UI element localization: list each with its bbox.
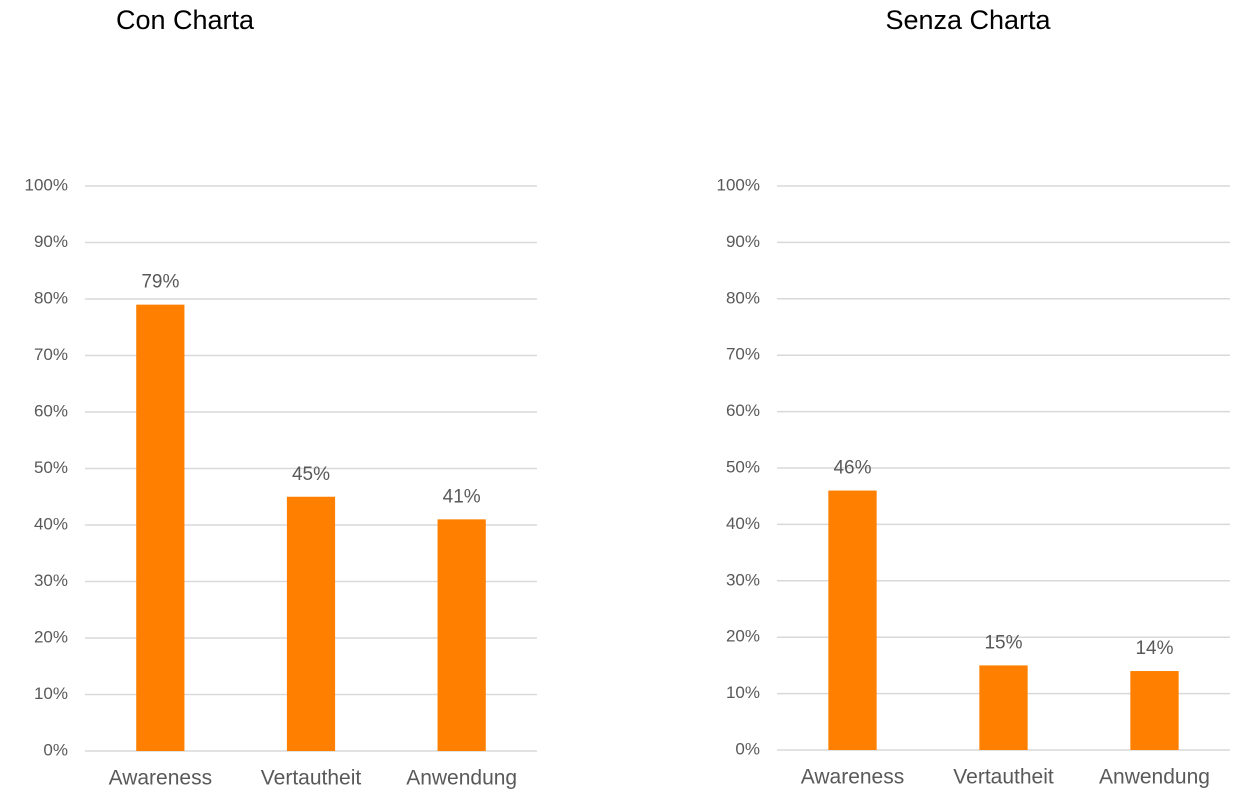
value-label: 79% xyxy=(141,272,179,293)
x-tick-label: Anwendung xyxy=(1099,766,1210,789)
x-tick-label: Vertautheit xyxy=(953,766,1054,789)
bar xyxy=(437,519,486,751)
y-tick-label: 80% xyxy=(34,288,68,307)
bar xyxy=(828,490,877,750)
x-tick-label: Awareness xyxy=(109,767,213,790)
x-tick-label: Anwendung xyxy=(406,767,517,790)
y-tick-label: 20% xyxy=(726,627,760,646)
bar xyxy=(1130,671,1179,750)
value-label: 45% xyxy=(292,464,330,485)
bar xyxy=(979,665,1028,750)
value-label: 46% xyxy=(833,458,871,479)
chart-title: Con Charta xyxy=(116,5,255,35)
bar xyxy=(286,496,336,751)
x-tick-label: Awareness xyxy=(801,766,905,789)
y-tick-label: 30% xyxy=(34,571,68,590)
y-tick-label: 10% xyxy=(34,684,68,703)
y-tick-label: 80% xyxy=(726,288,760,307)
y-tick-label: 60% xyxy=(34,401,68,420)
y-tick-label: 70% xyxy=(726,345,760,364)
y-tick-label: 40% xyxy=(34,514,68,533)
y-tick-label: 90% xyxy=(34,232,68,251)
y-tick-label: 50% xyxy=(726,457,760,476)
y-tick-label: 60% xyxy=(726,401,760,420)
y-tick-label: 100% xyxy=(25,175,68,194)
y-tick-label: 10% xyxy=(726,683,760,702)
bar xyxy=(136,304,185,751)
y-tick-label: 0% xyxy=(43,740,68,759)
y-tick-label: 0% xyxy=(735,739,760,758)
y-tick-label: 100% xyxy=(717,175,760,194)
y-tick-label: 50% xyxy=(34,458,68,477)
x-tick-label: Vertautheit xyxy=(261,767,362,790)
y-tick-label: 90% xyxy=(726,232,760,251)
value-label: 15% xyxy=(984,632,1022,653)
y-tick-label: 70% xyxy=(34,345,68,364)
y-tick-label: 20% xyxy=(34,627,68,646)
chart-title: Senza Charta xyxy=(885,5,1051,35)
y-tick-label: 30% xyxy=(726,570,760,589)
value-label: 14% xyxy=(1135,638,1173,659)
y-tick-label: 40% xyxy=(726,514,760,533)
value-label: 41% xyxy=(443,486,481,507)
